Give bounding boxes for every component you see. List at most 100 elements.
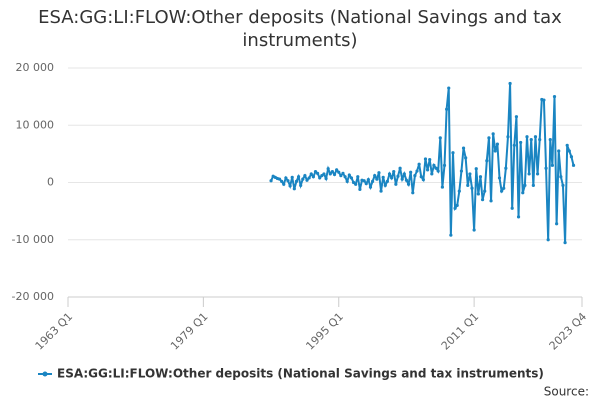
point: [569, 155, 574, 159]
point: [383, 183, 387, 187]
point: [480, 198, 485, 202]
point: [563, 241, 567, 245]
point: [491, 132, 495, 136]
point: [409, 170, 413, 174]
legend-label: ESA:GG:LI:FLOW:Other deposits (National …: [57, 367, 544, 381]
point: [326, 167, 330, 171]
point: [561, 183, 565, 187]
point: [358, 187, 362, 191]
point: [345, 179, 349, 183]
point: [464, 156, 468, 160]
point: [324, 176, 328, 181]
point: [385, 179, 389, 183]
point: [470, 186, 474, 190]
point: [455, 203, 459, 207]
point: [322, 172, 326, 176]
point: [516, 215, 521, 219]
point: [292, 187, 296, 191]
point: [447, 86, 451, 90]
point: [461, 146, 466, 150]
point: [299, 183, 303, 187]
point: [434, 166, 438, 170]
point: [442, 163, 447, 167]
point: [305, 178, 309, 182]
point: [313, 170, 318, 174]
point: [436, 169, 440, 173]
point: [392, 170, 396, 174]
point: [421, 178, 425, 182]
point: [390, 176, 394, 180]
point: [546, 238, 550, 242]
point: [286, 179, 290, 183]
y-tick-label: 10 000: [16, 118, 55, 131]
point: [468, 172, 472, 176]
point: [354, 182, 358, 186]
point: [356, 175, 360, 179]
point: [525, 135, 529, 139]
point: [565, 143, 569, 147]
point: [339, 174, 343, 178]
point: [425, 168, 430, 172]
y-tick-label: 20 000: [16, 61, 55, 74]
x-tick-label: 1979 Q1: [168, 310, 211, 353]
point: [466, 183, 470, 187]
point: [544, 166, 548, 170]
point: [402, 172, 406, 176]
point: [453, 206, 457, 210]
point: [531, 183, 535, 187]
point: [269, 179, 273, 183]
point: [415, 169, 419, 173]
point: [493, 149, 497, 153]
point: [351, 180, 356, 185]
point: [567, 149, 571, 153]
chart-title: ESA:GG:LI:FLOW:Other deposits (National …: [38, 7, 562, 51]
point: [417, 162, 421, 166]
point: [487, 136, 491, 140]
point: [330, 170, 335, 174]
point: [362, 179, 366, 183]
point: [375, 177, 379, 181]
point: [508, 81, 512, 86]
point: [282, 182, 286, 186]
point: [476, 192, 480, 196]
point: [535, 172, 540, 176]
point: [377, 171, 381, 175]
point: [555, 222, 559, 226]
point: [277, 177, 282, 181]
point: [510, 206, 514, 210]
point: [514, 115, 519, 119]
point: [387, 172, 392, 176]
point: [472, 228, 476, 232]
point: [497, 176, 502, 180]
series-line: [270, 83, 575, 243]
source: Source:: [544, 385, 589, 399]
point: [474, 167, 478, 171]
point: [538, 137, 542, 142]
point: [303, 174, 307, 178]
point: [368, 185, 373, 189]
point: [483, 189, 487, 193]
point: [318, 176, 322, 180]
point: [343, 175, 347, 179]
point: [288, 184, 292, 188]
point: [478, 175, 483, 179]
point: [373, 174, 377, 178]
point: [301, 177, 305, 181]
point: [364, 182, 368, 186]
point: [552, 95, 557, 99]
point: [449, 233, 453, 237]
point: [284, 176, 288, 180]
point: [423, 157, 428, 161]
point: [349, 176, 354, 180]
point: [557, 149, 561, 153]
point: [445, 107, 449, 111]
point: [521, 191, 525, 195]
point: [379, 189, 383, 193]
point: [347, 173, 351, 177]
legend-marker: [42, 371, 48, 377]
point: [548, 137, 552, 142]
point: [457, 189, 461, 193]
point: [459, 169, 464, 173]
